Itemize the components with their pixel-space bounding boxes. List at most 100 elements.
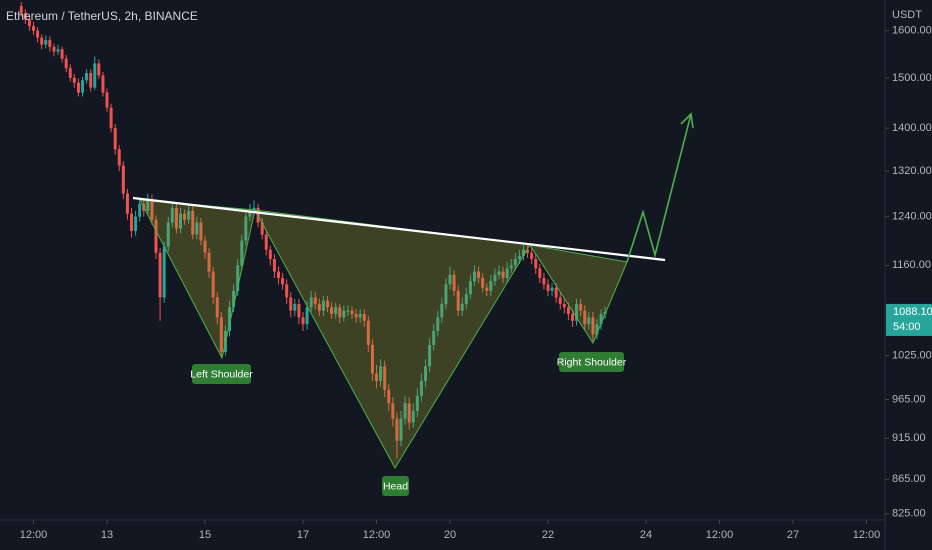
candle-body [52,46,56,52]
annotation-text: Head [383,480,408,492]
y-tick-label: 915.00 [892,432,926,444]
x-tick-label: 12:00 [706,529,734,541]
candle-body [64,58,68,69]
candle-body [399,418,403,441]
candle-body [117,149,121,166]
candle-body [497,271,501,275]
candle-body [379,366,383,381]
candle-body [558,297,562,305]
candle-body [370,344,374,374]
candle-body [109,107,113,129]
y-tick-label: 1160.00 [892,259,931,271]
candle-body [330,307,334,315]
candle-body [464,294,468,305]
y-tick-label: 1240.00 [892,211,932,223]
candle-body [591,317,595,335]
x-tick-label: 27 [787,529,799,541]
candle-body [285,284,289,298]
candle-body [240,240,244,266]
candle-body [509,265,513,269]
candle-body [48,39,52,47]
candle-body [105,92,109,108]
projection-arrow [626,113,692,263]
candle-body [170,207,174,223]
candle-body [68,68,72,78]
candle-body [158,252,162,298]
neckline [132,196,666,262]
candle-body [166,222,170,247]
candle-body [423,366,427,381]
candle-body [366,320,370,345]
candle-body [125,193,129,214]
candle-body [456,290,460,311]
candle-body [326,300,330,308]
candle-body [36,30,40,38]
candle-body [146,199,150,211]
candle-body [207,252,211,272]
candle-body [187,210,191,220]
chart-title: Ethereum / TetherUS, 2h, BINANCE [6,9,198,23]
candle-body [562,304,566,308]
annotation-box [559,352,624,372]
x-tick-label: 13 [101,529,113,541]
candle-body [272,259,276,272]
candle-body [191,210,195,235]
candle-body [477,271,481,278]
y-tick-label: 1025.00 [892,349,932,361]
candle-body [436,317,440,332]
annotation-box [192,364,251,384]
candle-body [472,271,476,282]
y-tick-label: 1320.00 [892,165,932,177]
candle-body [346,310,350,312]
candle-body [281,277,285,285]
x-tick-label: 24 [640,529,652,541]
candle-body [134,216,138,231]
annotation-text: Left Shoulder [190,368,253,380]
annotation: Left Shoulder [190,364,253,384]
candle-body [550,287,554,291]
candle-body [248,210,252,217]
candle-body [44,39,48,45]
candle-body [179,213,183,229]
candle-body [387,389,391,404]
candle-body [236,265,240,291]
last-price-label: 1088.10 [893,306,932,318]
x-tick-label: 15 [199,529,211,541]
candle-body [289,297,293,311]
candle-body [32,26,36,31]
candle-body [542,277,546,285]
annotation: Head [382,476,409,496]
candle-body [101,75,105,93]
candle-body [19,6,23,13]
candle-body [570,314,574,321]
candle-body [113,128,117,150]
x-tick-label: 12:00 [20,529,48,541]
candle-body [444,284,448,305]
candle-body [301,317,305,325]
arrow-head [680,112,694,129]
candle-body [513,259,517,266]
candle-body [40,37,44,45]
candle-body [501,271,505,278]
candle-body [526,249,530,253]
candle-body [489,281,493,291]
y-tick-label: 1500.00 [892,72,932,84]
candle-body [297,304,301,318]
y-tick-label: 865.00 [892,473,926,485]
candle-body [162,246,166,298]
price-axis [885,0,932,550]
candle-body [203,240,207,253]
x-tick-label: 17 [297,529,309,541]
candle-body [595,324,599,335]
candle-body [264,234,268,250]
candle-body [219,317,223,352]
annotation: Right Shoulder [557,352,627,372]
candle-body [485,287,489,291]
candle-body [407,403,411,423]
time-axis [0,520,932,550]
candle-body [538,268,542,278]
candle-body [293,304,297,311]
candle-body [338,307,342,318]
candle-body [517,255,521,260]
